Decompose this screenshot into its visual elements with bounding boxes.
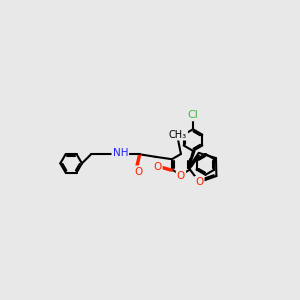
Text: O: O [195,177,203,187]
Text: O: O [134,167,142,176]
Text: CH₃: CH₃ [169,130,187,140]
Text: Cl: Cl [188,110,198,120]
Text: O: O [153,162,162,172]
Text: NH: NH [112,148,128,158]
Text: O: O [177,171,185,181]
